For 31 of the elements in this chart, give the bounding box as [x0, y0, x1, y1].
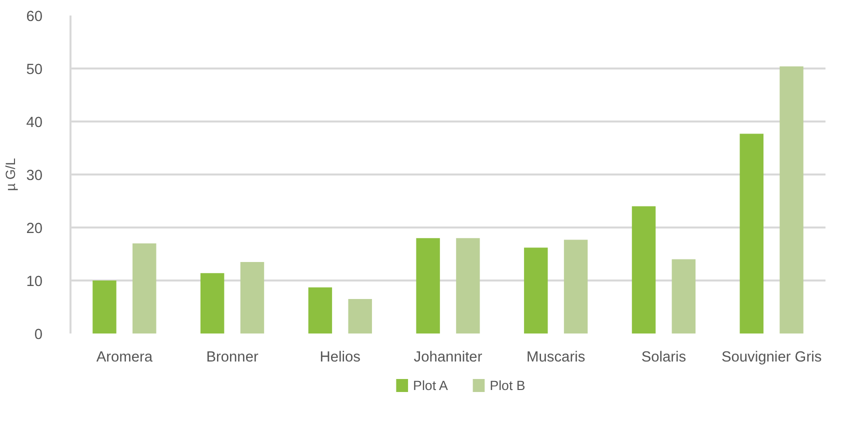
y-tick-label: 60 — [26, 9, 43, 25]
y-tick-label: 50 — [26, 62, 43, 78]
y-tick-label: 40 — [26, 115, 43, 131]
bar — [740, 134, 764, 334]
x-tick-label: Helios — [320, 350, 361, 366]
x-tick-label: Solaris — [641, 350, 686, 366]
y-tick-label: 20 — [26, 221, 43, 237]
bar — [348, 299, 372, 334]
bar — [200, 273, 224, 334]
x-tick-label: Bronner — [206, 350, 258, 366]
x-tick-label: Souvignier Gris — [721, 350, 822, 366]
x-tick-label: Muscaris — [526, 350, 586, 366]
bar — [672, 259, 696, 334]
bar — [564, 240, 588, 334]
bar — [780, 66, 804, 334]
x-tick-label: Aromera — [96, 350, 154, 366]
y-tick-label: 30 — [26, 168, 43, 184]
bar — [92, 280, 116, 334]
y-tick-label: 0 — [34, 327, 43, 343]
y-axis-title: µ G/L — [3, 158, 18, 191]
legend-label: Plot B — [490, 378, 526, 393]
bar — [308, 287, 332, 334]
bar — [632, 206, 656, 334]
legend-label: Plot A — [413, 378, 448, 393]
bar — [456, 238, 480, 334]
bar — [416, 238, 440, 334]
bar — [132, 243, 156, 334]
bar — [524, 248, 548, 334]
bar — [240, 262, 264, 334]
x-tick-label: Johanniter — [414, 350, 482, 366]
y-tick-label: 10 — [26, 274, 43, 290]
